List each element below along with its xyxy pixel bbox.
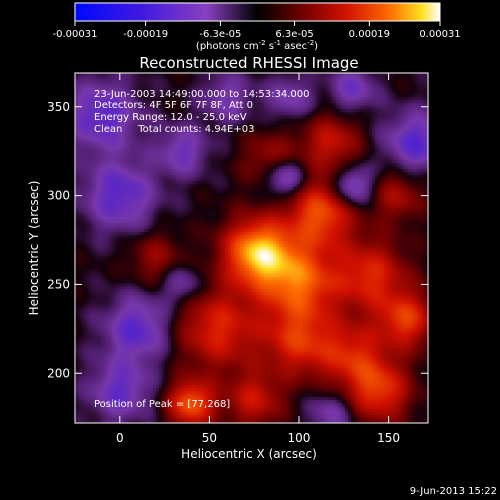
- footer-date: 9-Jun-2013 15:22: [410, 486, 497, 497]
- y-axis-label: Heliocentric Y (arcsec): [27, 181, 41, 316]
- colorbar-tick-label: -6.3e-05: [199, 29, 241, 40]
- y-tick-label: 350: [47, 100, 70, 114]
- colorbar-tick-label: 0.00031: [419, 29, 460, 40]
- x-tick-label: 150: [377, 431, 400, 445]
- annotation-time: 23-Jun-2003 14:49:00.000 to 14:53:34.000: [94, 89, 310, 100]
- x-tick-label: 50: [202, 431, 217, 445]
- colorbar-label: (photons cm-2 s-1 asec-2): [196, 39, 318, 52]
- observation-annotations: 23-Jun-2003 14:49:00.000 to 14:53:34.000…: [94, 89, 310, 135]
- axis-ticks: 0 50 100 150 200 250 300 350: [47, 73, 428, 445]
- colorbar-ticks: -0.00031 -0.00019 -6.3e-05 6.3e-05 0.00019 0.…: [53, 21, 461, 40]
- heatmap-image: [75, 73, 428, 423]
- x-tick-label: 0: [116, 431, 124, 445]
- colorbar: [74, 2, 441, 22]
- colorbar-tick-label: -0.00019: [123, 29, 168, 40]
- colorbar-tick-label: 6.3e-05: [275, 29, 313, 40]
- chart-title: Reconstructed RHESSI Image: [139, 54, 358, 72]
- x-axis-label: Heliocentric X (arcsec): [181, 447, 317, 461]
- plot-frame: [74, 72, 429, 424]
- colorbar-tick-label: 0.00019: [349, 29, 390, 40]
- y-tick-label: 200: [47, 366, 70, 380]
- annotation-clean: Clean Total counts: 4.94E+03: [94, 124, 254, 135]
- colorbar-tick-label: -0.00031: [53, 29, 98, 40]
- annotation-energy: Energy Range: 12.0 - 25.0 keV: [94, 112, 247, 123]
- peak-position-label: Position of Peak = [77,268]: [94, 399, 230, 410]
- annotation-detectors: Detectors: 4F 5F 6F 7F 8F, Att 0: [94, 100, 253, 111]
- y-tick-label: 250: [47, 277, 70, 291]
- x-tick-label: 100: [288, 431, 311, 445]
- y-tick-label: 300: [47, 189, 70, 203]
